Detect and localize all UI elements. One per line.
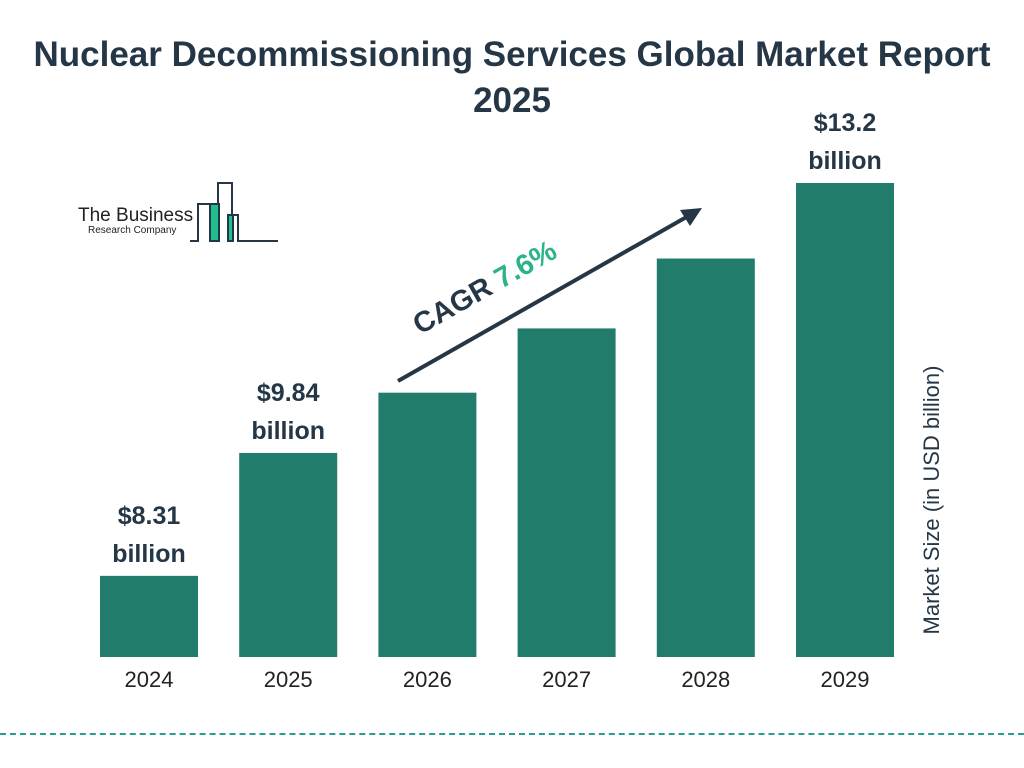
bar-2029: [796, 183, 894, 657]
bar-2026: [378, 392, 477, 657]
cagr-value: 7.6%: [489, 235, 562, 296]
company-logo: The Business Research Company: [78, 180, 288, 245]
data-label-value: $8.31: [118, 502, 181, 530]
data-label-unit: billion: [112, 540, 186, 568]
data-label-value: $9.84: [257, 379, 320, 407]
logo-text: The Business: [78, 205, 194, 226]
x-tick-label: 2025: [264, 667, 313, 692]
logo-subtext: Research Company: [88, 225, 177, 236]
cagr-arrow-line: [397, 213, 691, 383]
logo-buildings-icon: [190, 182, 278, 242]
x-tick-label: 2029: [821, 667, 870, 692]
y-axis-label: Market Size (in USD billion): [919, 365, 944, 635]
data-label-unit: billion: [808, 147, 882, 175]
x-tick-label: 2024: [125, 667, 174, 692]
bar-2028: [656, 258, 755, 657]
x-tick-label: 2026: [403, 667, 452, 692]
chart-title: Nuclear Decommissioning Services Global …: [33, 35, 991, 120]
data-label-unit: billion: [251, 417, 325, 445]
cagr-arrowhead-icon: [680, 208, 702, 226]
bar-2025: [239, 452, 338, 657]
data-label-value: $13.2: [814, 109, 877, 137]
x-tick-label: 2028: [681, 667, 730, 692]
cagr-annotation: CAGR 7.6%: [408, 235, 563, 342]
bar-2027: [517, 328, 616, 657]
x-tick-label: 2027: [542, 667, 591, 692]
bar-2024: [100, 575, 198, 657]
divider: [0, 733, 1024, 735]
